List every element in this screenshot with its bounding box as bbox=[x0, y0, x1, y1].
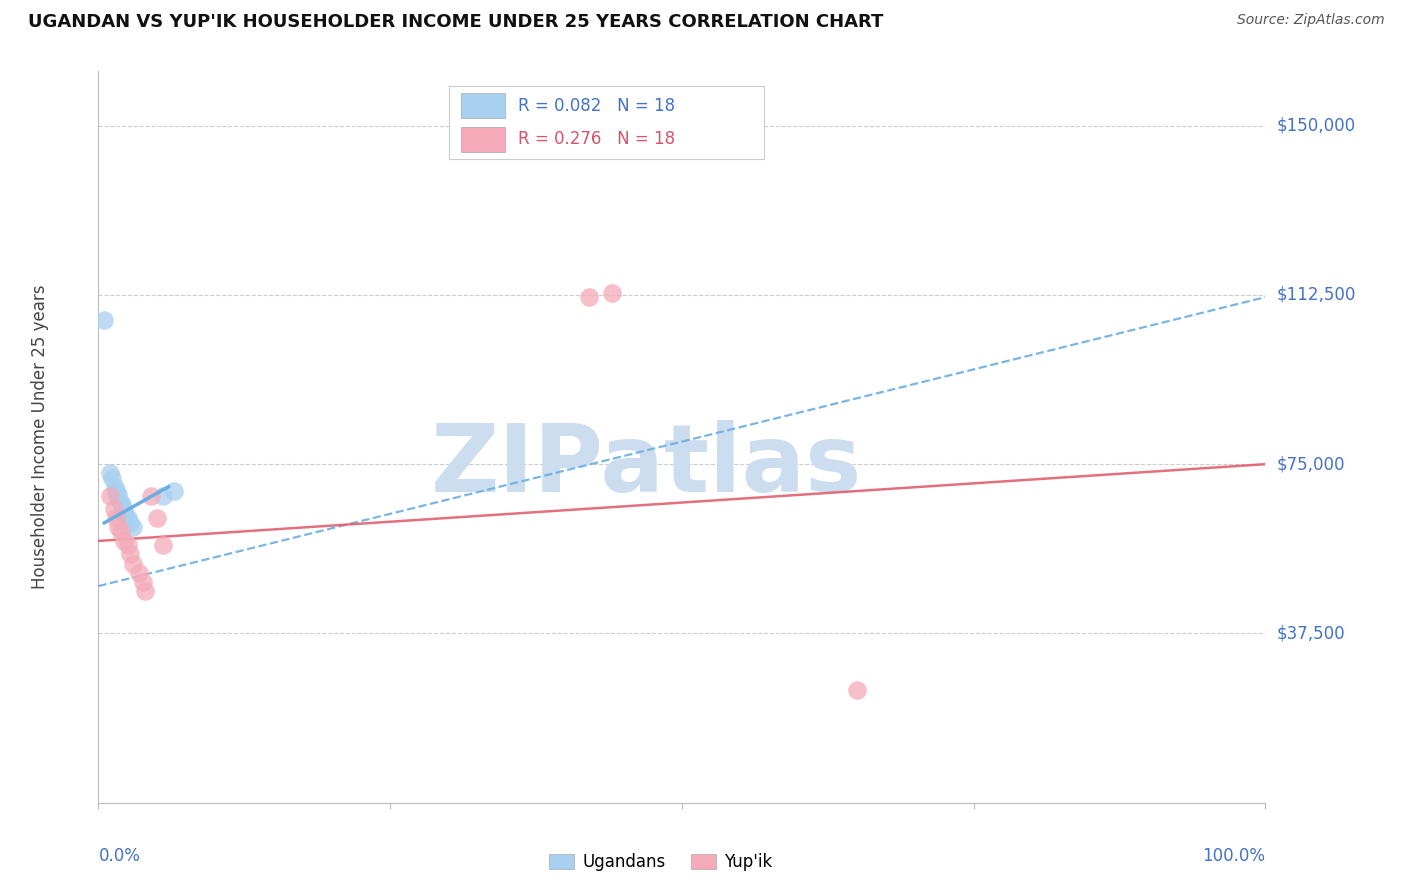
Point bbox=[146, 511, 169, 525]
Point bbox=[114, 507, 136, 521]
Text: $150,000: $150,000 bbox=[1277, 117, 1355, 135]
Point bbox=[110, 495, 132, 509]
Text: Source: ZipAtlas.com: Source: ZipAtlas.com bbox=[1237, 13, 1385, 28]
Point bbox=[111, 502, 134, 516]
Point bbox=[105, 489, 128, 503]
Text: $37,500: $37,500 bbox=[1277, 624, 1346, 642]
Point bbox=[93, 312, 115, 326]
Point bbox=[112, 533, 135, 548]
Point bbox=[104, 484, 127, 499]
Point bbox=[139, 489, 162, 503]
Point bbox=[117, 538, 139, 552]
Point bbox=[112, 505, 135, 519]
Point bbox=[132, 574, 155, 589]
Text: Householder Income Under 25 years: Householder Income Under 25 years bbox=[31, 285, 49, 590]
Point bbox=[111, 498, 134, 512]
Point bbox=[122, 520, 145, 534]
Point bbox=[134, 583, 156, 598]
Point bbox=[98, 489, 121, 503]
Point bbox=[110, 524, 132, 539]
Text: 0.0%: 0.0% bbox=[98, 847, 141, 864]
Point bbox=[152, 489, 174, 503]
Point bbox=[122, 557, 145, 571]
Point bbox=[163, 484, 186, 499]
Text: $75,000: $75,000 bbox=[1277, 455, 1346, 473]
Text: ZIPatlas: ZIPatlas bbox=[432, 420, 863, 512]
Text: 100.0%: 100.0% bbox=[1202, 847, 1265, 864]
Point bbox=[104, 480, 127, 494]
Text: R = 0.082   N = 18: R = 0.082 N = 18 bbox=[517, 96, 675, 115]
Text: UGANDAN VS YUP'IK HOUSEHOLDER INCOME UNDER 25 YEARS CORRELATION CHART: UGANDAN VS YUP'IK HOUSEHOLDER INCOME UND… bbox=[28, 13, 883, 31]
Point bbox=[98, 466, 121, 480]
Point bbox=[104, 511, 127, 525]
Point bbox=[118, 516, 141, 530]
Point bbox=[578, 290, 600, 304]
Point bbox=[108, 493, 131, 508]
Point bbox=[117, 511, 139, 525]
Point bbox=[103, 502, 125, 516]
Legend: Ugandans, Yup'ik: Ugandans, Yup'ik bbox=[541, 845, 780, 880]
Point bbox=[101, 471, 124, 485]
Point bbox=[845, 682, 868, 697]
Point bbox=[600, 285, 623, 300]
Point bbox=[128, 566, 150, 580]
Bar bbox=[461, 94, 505, 118]
Point bbox=[152, 538, 174, 552]
Text: $112,500: $112,500 bbox=[1277, 285, 1355, 304]
Point bbox=[107, 520, 129, 534]
Text: R = 0.276   N = 18: R = 0.276 N = 18 bbox=[517, 130, 675, 148]
Bar bbox=[461, 127, 505, 152]
Point bbox=[118, 548, 141, 562]
Point bbox=[107, 486, 129, 500]
